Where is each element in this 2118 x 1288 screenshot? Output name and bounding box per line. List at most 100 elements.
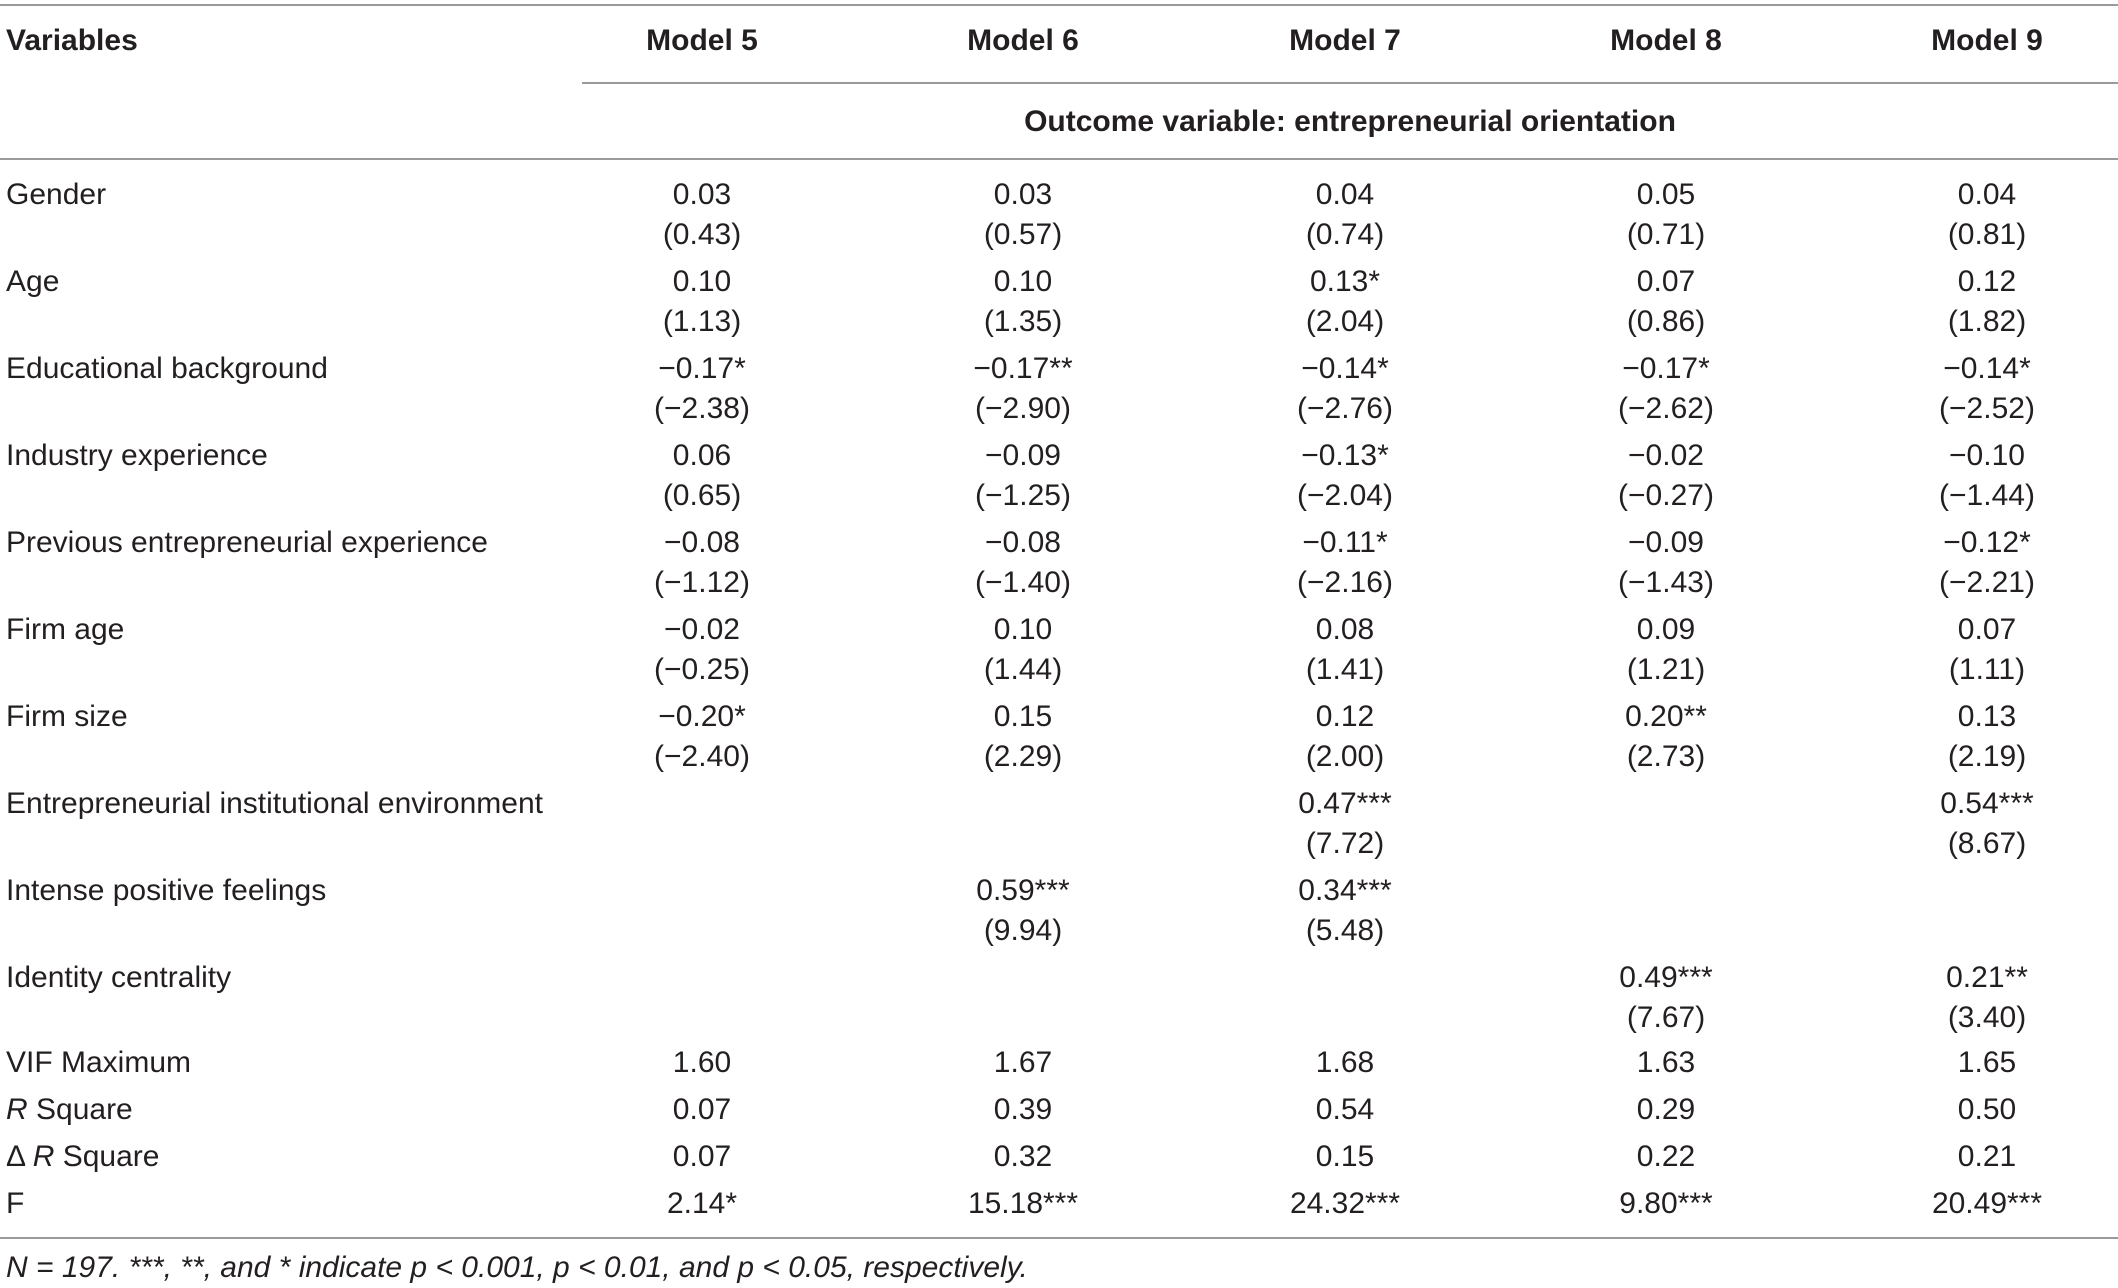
t-value-cell: (7.72) (1305, 827, 1385, 860)
stat-value-cell: 1.65 (1957, 1046, 2017, 1079)
stat-value-cell: 1.60 (672, 1046, 732, 1079)
t-value-cell: (2.00) (1305, 740, 1385, 773)
coefficient-cell: 0.07 (1636, 265, 1696, 298)
t-value-cell: (−2.38) (654, 392, 750, 425)
coefficient-cell: 0.47*** (1298, 787, 1392, 820)
t-value-cell: (−2.52) (1939, 392, 2035, 425)
t-value-cell: (1.21) (1626, 653, 1706, 686)
coefficient-cell: 0.34*** (1298, 874, 1392, 907)
coefficient-cell: 0.12 (1957, 265, 2017, 298)
coefficient-cell: −0.12* (1943, 526, 2031, 559)
header-model-6: Model 6 (967, 24, 1079, 57)
stat-label: VIF Maximum (6, 1046, 192, 1079)
stat-value-cell: 0.39 (993, 1093, 1053, 1126)
stat-value-cell: 0.07 (672, 1093, 732, 1126)
coefficient-cell: 0.04 (1315, 178, 1375, 211)
stat-value-cell: 9.80*** (1619, 1187, 1713, 1220)
t-value-cell: (−1.25) (975, 479, 1071, 512)
t-value-cell: (−1.40) (975, 566, 1071, 599)
t-value-cell: (−1.12) (654, 566, 750, 599)
coefficient-cell: 0.08 (1315, 613, 1375, 646)
t-value-cell: (−1.43) (1618, 566, 1714, 599)
t-value-cell: (2.29) (983, 740, 1063, 773)
row-label: Previous entrepreneurial experience (6, 526, 488, 559)
stat-label-prefix: Δ (6, 1140, 33, 1173)
coefficient-cell: −0.17* (658, 352, 746, 385)
coefficient-cell: −0.02 (664, 613, 740, 646)
t-value-cell: (2.19) (1947, 740, 2027, 773)
t-value-cell: (1.82) (1947, 305, 2027, 338)
row-label: Educational background (6, 352, 328, 385)
coefficient-cell: −0.20* (658, 700, 746, 733)
coefficient-cell: 0.13 (1957, 700, 2017, 733)
t-value-cell: (9.94) (983, 914, 1063, 947)
t-value-cell: (0.65) (662, 479, 742, 512)
header-model-5: Model 5 (646, 24, 758, 57)
coefficient-cell: −0.11* (1302, 526, 1388, 559)
stat-value-cell: 24.32*** (1289, 1187, 1401, 1220)
t-value-cell: (1.13) (662, 305, 742, 338)
t-value-cell: (−0.25) (654, 653, 750, 686)
coefficient-cell: 0.12 (1315, 700, 1375, 733)
stat-value-cell: 0.15 (1315, 1140, 1375, 1173)
coefficient-cell: −0.08 (664, 526, 740, 559)
stat-value-cell: 0.07 (672, 1140, 732, 1173)
t-value-cell: (−0.27) (1618, 479, 1714, 512)
stat-value-cell: 0.29 (1636, 1093, 1696, 1126)
stat-label-italic: R (32, 1140, 55, 1173)
header-bottom-rule (0, 158, 2118, 160)
coefficient-cell: 0.20** (1625, 700, 1707, 733)
stat-value-cell: 1.63 (1636, 1046, 1696, 1079)
row-label: Entrepreneurial institutional environmen… (6, 787, 543, 820)
stat-value-cell: 0.50 (1957, 1093, 2017, 1126)
t-value-cell: (−2.40) (654, 740, 750, 773)
coefficient-cell: −0.14* (1943, 352, 2031, 385)
coefficient-cell: 0.15 (993, 700, 1053, 733)
row-label: Firm size (6, 700, 128, 733)
t-value-cell: (0.57) (983, 218, 1063, 251)
stat-value-cell: 0.22 (1636, 1140, 1696, 1173)
coefficient-cell: −0.17* (1622, 352, 1710, 385)
t-value-cell: (0.71) (1626, 218, 1706, 251)
coefficient-cell: 0.07 (1957, 613, 2017, 646)
coefficient-cell: −0.09 (1628, 526, 1704, 559)
stat-value-cell: 20.49*** (1931, 1187, 2043, 1220)
coefficient-cell: −0.02 (1628, 439, 1704, 472)
t-value-cell: (7.67) (1626, 1001, 1706, 1034)
t-value-cell: (−2.76) (1297, 392, 1393, 425)
t-value-cell: (0.43) (662, 218, 742, 251)
coefficient-cell: −0.09 (985, 439, 1061, 472)
t-value-cell: (1.44) (983, 653, 1063, 686)
coefficient-cell: 0.10 (993, 613, 1053, 646)
coefficient-cell: 0.05 (1636, 178, 1696, 211)
coefficient-cell: 0.49*** (1619, 961, 1713, 994)
t-value-cell: (5.48) (1305, 914, 1385, 947)
coefficient-cell: 0.59*** (976, 874, 1070, 907)
t-value-cell: (1.11) (1948, 653, 2026, 686)
t-value-cell: (2.73) (1626, 740, 1706, 773)
coefficient-cell: 0.21** (1946, 961, 2028, 994)
row-label: Firm age (6, 613, 125, 646)
table-top-rule (0, 4, 2118, 6)
coefficient-cell: −0.14* (1301, 352, 1389, 385)
t-value-cell: (0.81) (1947, 218, 2027, 251)
t-value-cell: (1.41) (1305, 653, 1385, 686)
stat-label: R Square (6, 1090, 133, 1130)
row-label: Intense positive feelings (6, 874, 327, 907)
row-label: Industry experience (6, 439, 268, 472)
stat-value-cell: 1.68 (1315, 1046, 1375, 1079)
coefficient-cell: 0.54*** (1940, 787, 2034, 820)
stat-value-cell: 0.32 (993, 1140, 1053, 1173)
stat-label: F (6, 1187, 25, 1220)
t-value-cell: (−2.16) (1297, 566, 1393, 599)
coefficient-cell: 0.09 (1636, 613, 1696, 646)
t-value-cell: (−2.62) (1618, 392, 1714, 425)
coefficient-cell: −0.17** (973, 352, 1073, 385)
coefficient-cell: 0.10 (672, 265, 732, 298)
t-value-cell: (−2.04) (1297, 479, 1393, 512)
stat-value-cell: 2.14* (666, 1187, 738, 1220)
header-model-8: Model 8 (1610, 24, 1722, 57)
coefficient-cell: 0.10 (993, 265, 1053, 298)
table-bottom-rule (0, 1237, 2118, 1239)
row-label: Age (6, 265, 60, 298)
